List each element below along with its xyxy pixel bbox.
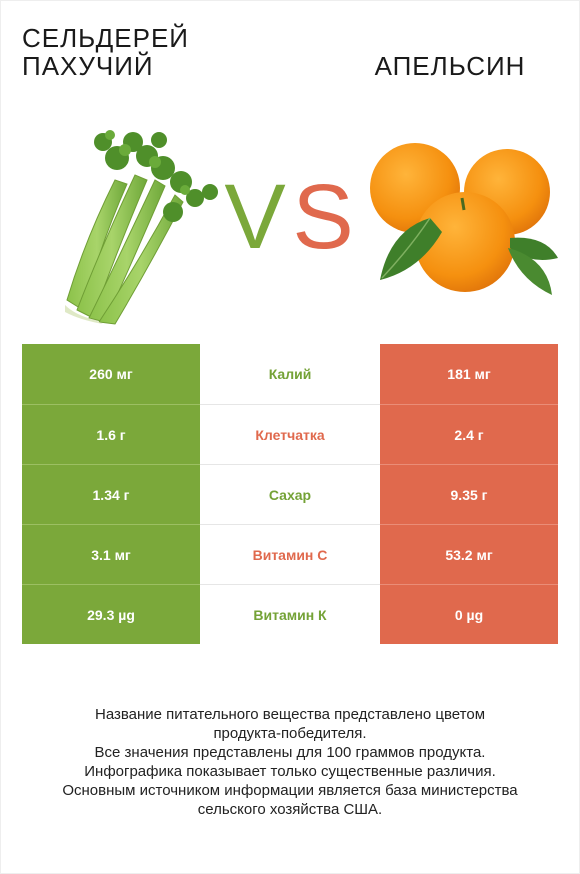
left-value: 1.6 г: [22, 404, 200, 464]
left-value: 29.3 µg: [22, 584, 200, 644]
left-title-line1: Сельдерей: [22, 23, 189, 53]
table-row: 3.1 мг Витамин С 53.2 мг: [22, 524, 558, 584]
left-title-line2: пахучий: [22, 51, 154, 81]
nutrient-name: Клетчатка: [200, 404, 380, 464]
nutrient-name: Витамин С: [200, 524, 380, 584]
footer-notes: Название питательного вещества представл…: [20, 705, 560, 819]
table-row: 1.6 г Клетчатка 2.4 г: [22, 404, 558, 464]
footer-line: Основным источником информации является …: [62, 782, 518, 799]
left-value: 1.34 г: [22, 464, 200, 524]
footer-line: сельского хозяйства США.: [197, 801, 383, 818]
vs-letter-v: V: [225, 168, 286, 258]
nutrient-name: Калий: [200, 344, 380, 404]
table-row: 29.3 µg Витамин К 0 µg: [22, 584, 558, 644]
celery-image: [65, 130, 218, 325]
right-value: 0 µg: [380, 584, 558, 644]
right-value: 9.35 г: [380, 464, 558, 524]
footer-line: продукта-победителя.: [213, 725, 367, 742]
right-value: 2.4 г: [380, 404, 558, 464]
footer-line: Все значения представлены для 100 граммо…: [94, 744, 486, 761]
right-product-title: Апельсин: [374, 51, 526, 81]
right-value: 181 мг: [380, 344, 558, 404]
nutrient-name: Сахар: [200, 464, 380, 524]
left-product-title: Сельдерей пахучий: [22, 24, 242, 80]
vs-letter-s: S: [292, 168, 353, 258]
nutrient-name: Витамин К: [200, 584, 380, 644]
comparison-table: 260 мг Калий 181 мг 1.6 г Клетчатка 2.4 …: [22, 344, 558, 644]
footer-line: Название питательного вещества представл…: [94, 706, 486, 723]
left-value: 260 мг: [22, 344, 200, 404]
footer-line: Инфографика показывает только существенн…: [84, 763, 496, 780]
table-row: 1.34 г Сахар 9.35 г: [22, 464, 558, 524]
right-value: 53.2 мг: [380, 524, 558, 584]
versus-label: V S: [225, 168, 354, 258]
table-row: 260 мг Калий 181 мг: [22, 344, 558, 404]
orange-image: [370, 143, 558, 295]
left-value: 3.1 мг: [22, 524, 200, 584]
